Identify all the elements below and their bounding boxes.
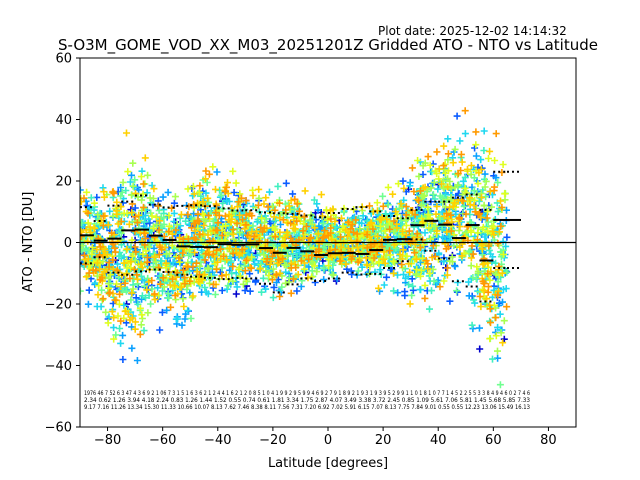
y-tick-label: −40 [45,359,72,374]
y-tick-label: −20 [45,298,72,313]
chart-title: S-O3M_GOME_VOD_XX_M03_20251201Z Gridded … [58,36,598,55]
bin-mean-row: 2.34 0.62 1.26 3.94 4.18 2.24 0.83 1.26 … [84,397,530,404]
x-tick-label: 0 [324,433,332,448]
x-tick-label: −80 [94,433,121,448]
bin-count-row: 1976 46 7 52 6 3 47 4 3 6 9 2 1 06 7 3 1… [84,390,530,397]
y-tick-label: 0 [64,236,72,251]
y-axis-label: ATO - NTO [DU] [21,192,36,293]
x-tick-label: 20 [375,433,392,448]
y-axis: −60 −40 −20 0 20 40 60 [45,52,80,436]
y-tick-label: −60 [45,421,72,436]
scatter-cloud [80,107,511,389]
std-markers [80,170,521,303]
y-tick-label: 60 [55,52,72,67]
x-axis: −80 −60 −40 −20 0 20 40 60 80 [94,427,557,448]
bin-statistics-text: 1976 46 7 52 6 3 47 4 3 6 9 2 1 06 7 3 1… [84,390,530,411]
plot-date: Plot date: 2025-12-02 14:14:32 [378,24,567,38]
x-tick-label: −60 [149,433,176,448]
x-tick-label: −20 [259,433,286,448]
bin-std-row: 9.17 7.16 11.26 13.34 15.30 11.33 10.66 … [84,404,530,411]
x-tick-label: 60 [485,433,502,448]
x-tick-label: 80 [540,433,557,448]
scatter-series-9 [80,107,511,338]
y-tick-label: 40 [55,113,72,128]
y-tick-label: 20 [55,175,72,190]
x-axis-label: Latitude [degrees] [268,456,388,471]
x-tick-label: 40 [430,433,447,448]
mean-markers [80,218,521,262]
x-tick-label: −40 [204,433,231,448]
